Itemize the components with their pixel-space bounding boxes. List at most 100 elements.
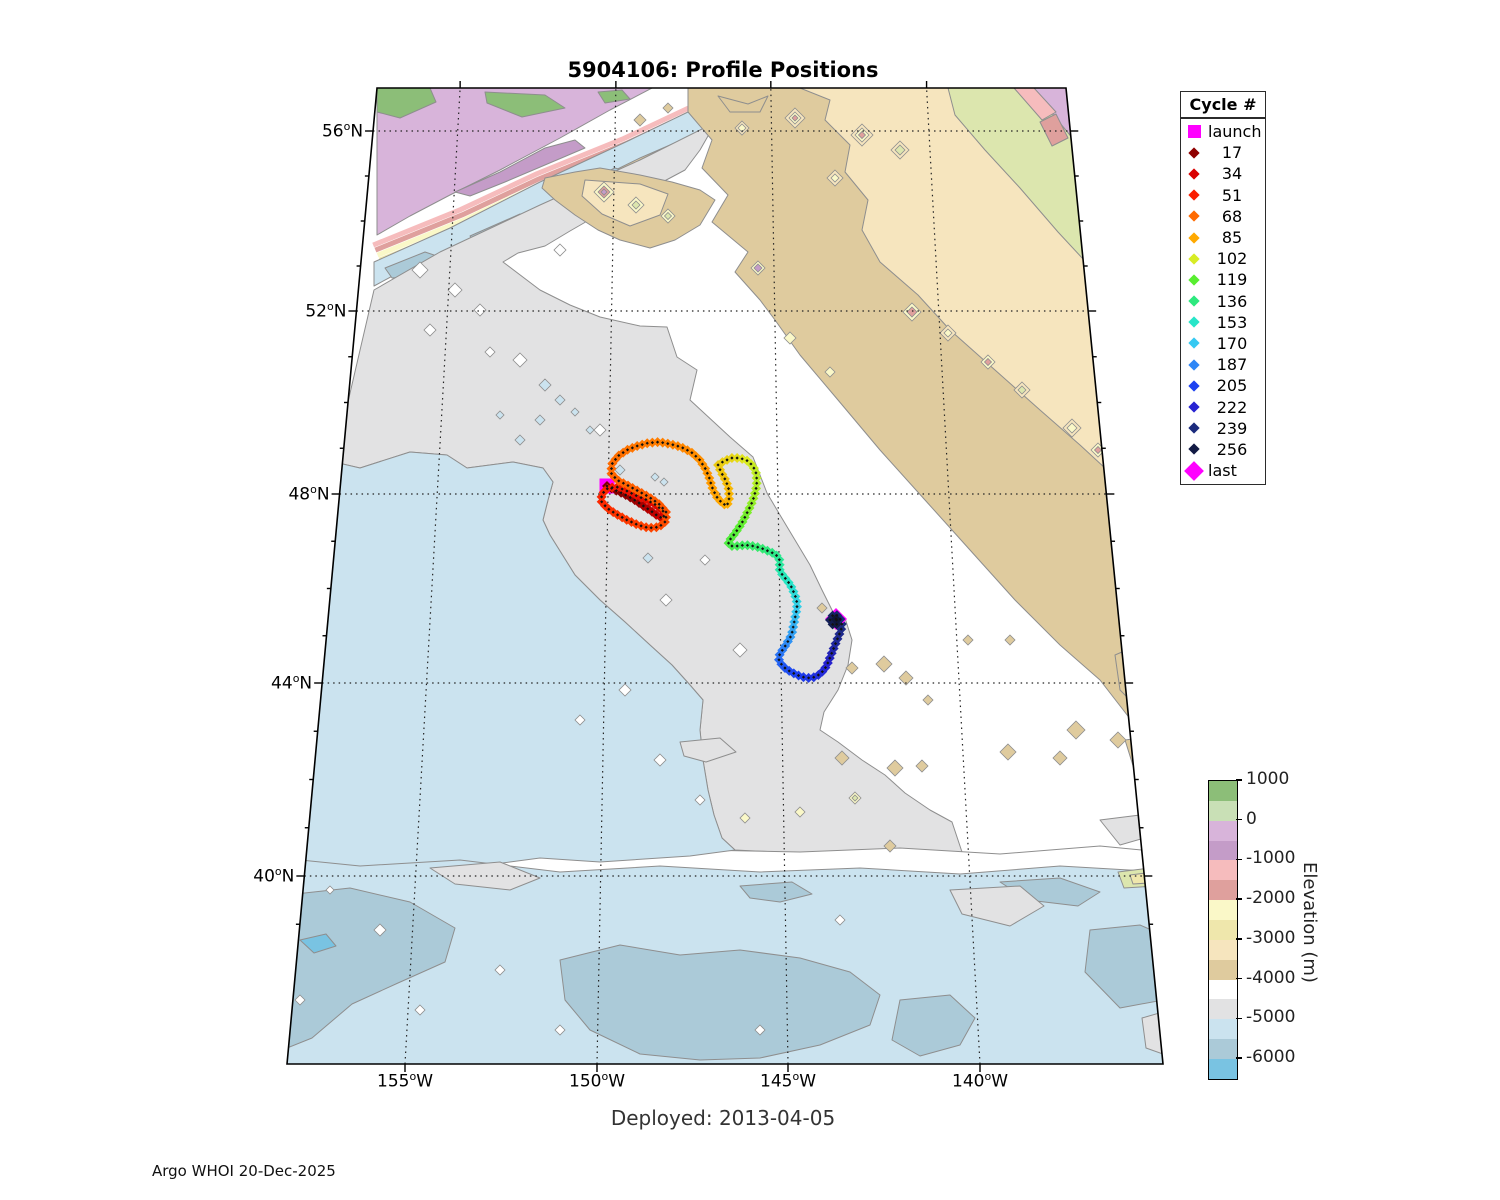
contour-speck (727, 492, 731, 496)
legend-item: 34 (1181, 163, 1265, 184)
contour-speck (906, 306, 918, 318)
contour-speck (607, 507, 611, 511)
lat-tick-label: 44oN (271, 672, 313, 694)
contour-speck (599, 495, 604, 499)
contour-speck (783, 331, 797, 345)
contour-speck (830, 173, 840, 183)
contour-speck (676, 444, 680, 448)
contour-speck (835, 613, 839, 617)
contour-speck (653, 753, 667, 767)
contour-speck (753, 491, 757, 496)
legend-item-label: 222 (1216, 397, 1248, 417)
colorbar-tick-label: -4000 (1246, 967, 1296, 988)
contour-speck (613, 475, 617, 480)
legend-item-label: 153 (1216, 312, 1248, 332)
contour-speck (837, 632, 842, 636)
contour-speck (629, 520, 634, 524)
map-region (1013, 88, 1057, 121)
contour-speck (834, 914, 846, 926)
colorbar-tick-label: -6000 (1246, 1047, 1296, 1068)
contour-speck (661, 506, 665, 510)
contour-speck (1121, 488, 1129, 496)
lon-tick-label: 150oW (569, 1070, 625, 1092)
contour-speck (635, 444, 639, 448)
contour-speck (790, 630, 794, 634)
contour-speck (754, 1024, 766, 1036)
contour-speck (753, 263, 763, 273)
contour-speck (654, 513, 658, 517)
map-region (299, 933, 337, 954)
contour-speck (830, 651, 834, 655)
contour-speck (751, 544, 755, 548)
legend-item: launch (1181, 121, 1265, 142)
contour-speck (494, 964, 506, 976)
cycle-marker-icon (1181, 401, 1207, 413)
axis-ticks (295, 81, 1154, 1072)
contour-speck (554, 1024, 566, 1036)
colorbar-tick (1236, 779, 1242, 781)
contour-speck (553, 243, 567, 257)
contour-speck (659, 593, 673, 607)
map-region (376, 88, 437, 119)
contour-speck (723, 477, 727, 481)
contour-speck (737, 123, 747, 133)
lat-tick-label: 56oN (321, 120, 364, 142)
legend-item: 256 (1181, 439, 1265, 460)
map-region (739, 881, 813, 903)
contour-speck (777, 558, 781, 562)
contour-speck (294, 994, 306, 1006)
contour-speck (625, 518, 629, 522)
contour-speck (999, 743, 1017, 761)
contour-speck (637, 501, 641, 505)
contour-speck (1129, 685, 1143, 699)
legend-item: 119 (1181, 269, 1265, 290)
contour-speck (610, 461, 614, 466)
colorbar-tick-label: -5000 (1246, 1007, 1296, 1028)
contour-speck (728, 537, 733, 541)
contour-speck (694, 794, 706, 806)
contour-speck (983, 357, 993, 367)
contour-speck (630, 486, 635, 490)
cycle-marker-icon (1181, 253, 1207, 265)
contour-speck (605, 487, 609, 491)
contour-speck (752, 466, 756, 470)
colorbar-band (1209, 860, 1237, 881)
contour-speck (414, 1004, 426, 1016)
contour-speck (616, 513, 620, 517)
legend-title: Cycle # (1180, 91, 1266, 118)
contour-speck (662, 102, 674, 114)
contour-speck (851, 794, 859, 802)
contour-speck (411, 261, 429, 279)
legend-item-label: 136 (1216, 291, 1248, 311)
contour-speck (787, 669, 791, 673)
contour-speck (644, 525, 648, 529)
cycle-marker-icon (1181, 337, 1207, 350)
legend-item-label: 85 (1221, 228, 1243, 248)
contour-speck (644, 497, 648, 502)
colorbar-band (1209, 999, 1237, 1020)
contour-speck (794, 806, 806, 818)
contour-speck (593, 423, 607, 437)
cycle-marker-icon (1181, 189, 1207, 201)
contour-speck (620, 487, 624, 491)
contour-speck (700, 462, 705, 466)
contour-speck (625, 448, 630, 452)
contour-speck (816, 673, 820, 677)
colorbar-tick-label: -1000 (1246, 848, 1296, 869)
colorbar-tick (1236, 858, 1242, 861)
contour-speck (325, 885, 335, 895)
contour-speck (735, 529, 739, 533)
contour-speck (628, 495, 632, 500)
contour-speck (765, 549, 770, 553)
colorbar-band (1209, 920, 1237, 940)
contour-speck (621, 450, 625, 455)
contour-speck (747, 506, 752, 510)
contour-speck (824, 366, 836, 378)
contour-speck (1004, 634, 1016, 646)
contour-speck (609, 471, 614, 476)
contour-speck (650, 510, 654, 514)
contour-speck (630, 446, 634, 450)
colorbar-tick-label: 1000 (1246, 769, 1290, 789)
contour-speck (922, 694, 934, 706)
contour-speck (807, 676, 811, 680)
